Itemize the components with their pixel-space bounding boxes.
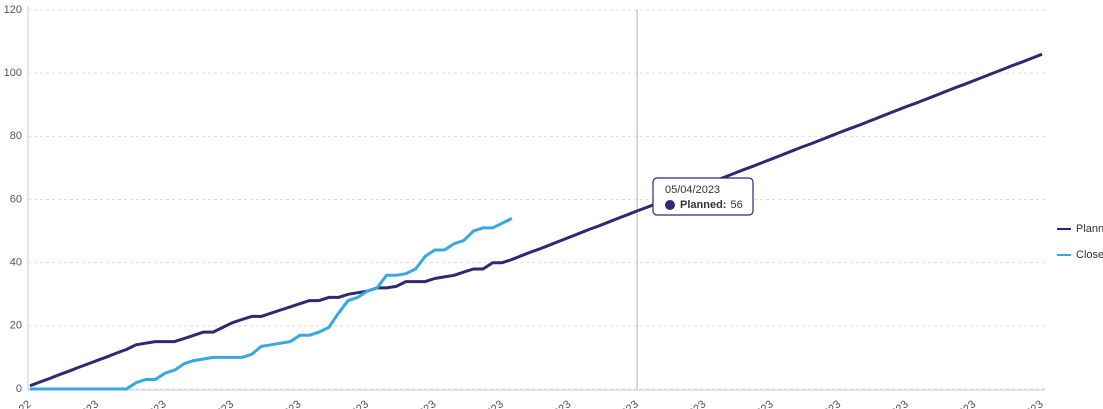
x-tick-label: 023	[147, 398, 169, 409]
y-tick-label: 120	[4, 4, 22, 16]
x-tick-label: 023	[957, 398, 979, 409]
x-tick-label: 023	[349, 398, 371, 409]
series-line	[29, 52, 1043, 388]
x-tick-label: 023	[687, 398, 709, 409]
tooltip-date: 05/04/2023	[665, 184, 720, 196]
x-tick-label: 023	[552, 398, 574, 409]
y-tick-label: 60	[10, 193, 22, 205]
x-tick-label: 023	[214, 398, 236, 409]
x-tick-label: 023	[282, 398, 304, 409]
y-tick-label: 20	[10, 320, 22, 332]
x-tick-label: 22	[17, 398, 34, 409]
y-tick-label: 80	[10, 130, 22, 142]
x-tick-label: 023	[889, 398, 911, 409]
x-tick-label: 023	[417, 398, 439, 409]
series-line	[30, 217, 513, 391]
x-tick-label: 023	[619, 398, 641, 409]
x-tick-label: 023	[79, 398, 101, 409]
y-tick-label: 40	[10, 257, 22, 269]
x-tick-label: 023	[754, 398, 776, 409]
tooltip-label: Planned:	[680, 199, 726, 211]
tooltip-number: 56	[730, 199, 742, 211]
tooltip-dot	[665, 200, 675, 210]
y-tick-label: 0	[16, 383, 22, 395]
x-tick-label: 023	[822, 398, 844, 409]
legend-label: Planned	[1076, 223, 1103, 235]
tooltip-value: Planned: 56	[680, 199, 743, 211]
legend-label: Closed	[1076, 249, 1103, 261]
x-tick-label: 023	[484, 398, 506, 409]
y-tick-label: 100	[4, 67, 22, 79]
tooltip-box	[652, 177, 754, 216]
x-tick-label: 023	[1024, 398, 1046, 409]
